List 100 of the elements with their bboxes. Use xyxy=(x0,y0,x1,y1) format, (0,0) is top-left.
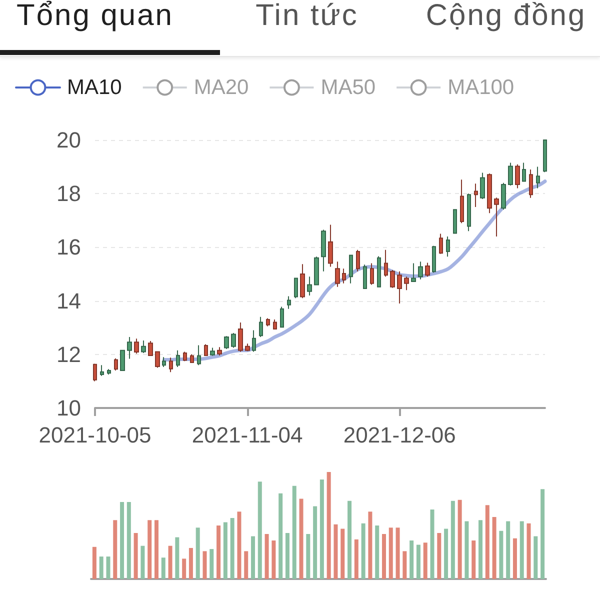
bar xyxy=(499,530,504,579)
candlestick xyxy=(120,350,125,371)
candlestick xyxy=(480,172,485,200)
candlestick xyxy=(425,262,430,278)
candlestick xyxy=(183,351,187,362)
candlestick xyxy=(155,351,160,368)
candlestick xyxy=(508,162,513,186)
candlestick xyxy=(294,278,298,299)
bar xyxy=(416,544,420,579)
candlestick xyxy=(335,261,340,288)
bar xyxy=(237,512,242,579)
candlestick xyxy=(245,343,250,352)
candlestick xyxy=(432,245,436,274)
bar xyxy=(354,539,358,579)
bar xyxy=(361,523,366,579)
bar xyxy=(450,500,455,579)
y-tick-label: 16 xyxy=(56,234,81,260)
bar xyxy=(368,512,372,579)
bar xyxy=(534,536,538,579)
candlestick xyxy=(197,344,201,366)
candlestick xyxy=(266,318,270,327)
candlestick xyxy=(439,233,443,254)
bar xyxy=(478,520,483,579)
bar xyxy=(99,556,104,579)
bar xyxy=(306,534,310,579)
bar xyxy=(196,528,200,579)
bar xyxy=(154,520,158,579)
bar xyxy=(126,502,131,579)
bar xyxy=(485,505,490,579)
candlestick xyxy=(543,140,547,173)
candlestick xyxy=(176,350,180,368)
bar xyxy=(278,493,283,579)
candlestick xyxy=(411,262,416,283)
candlestick xyxy=(107,368,111,375)
bar xyxy=(430,509,434,579)
bar xyxy=(113,520,118,579)
bar xyxy=(182,558,186,579)
candlestick xyxy=(280,306,284,328)
text: Tổng quan xyxy=(16,0,174,34)
bar xyxy=(348,500,352,579)
candlestick xyxy=(377,256,381,288)
bar xyxy=(375,526,380,579)
bar xyxy=(334,524,338,579)
candlestick xyxy=(349,254,353,284)
y-tick-label: 20 xyxy=(56,128,81,152)
bar xyxy=(175,537,180,579)
candlestick xyxy=(148,340,153,356)
legend-label: MA20 xyxy=(194,76,249,99)
legend-label: MA50 xyxy=(320,76,376,99)
bar xyxy=(106,556,110,579)
candlestick xyxy=(114,358,118,371)
candlestick xyxy=(363,264,367,290)
bar xyxy=(492,516,496,579)
candlestick xyxy=(390,269,395,288)
bar xyxy=(506,521,510,579)
bar xyxy=(292,486,296,579)
text: Tin tức xyxy=(254,0,360,34)
bar xyxy=(464,521,469,579)
candlestick xyxy=(100,364,104,376)
x-tick-label: 2021-11-04 xyxy=(192,422,303,448)
bar xyxy=(520,521,524,579)
bar xyxy=(202,551,207,579)
candlestick xyxy=(190,354,194,364)
bar xyxy=(148,520,152,579)
bar xyxy=(526,523,531,579)
candlestick xyxy=(536,166,540,189)
bar xyxy=(120,502,124,579)
candlestick xyxy=(418,261,423,280)
bar xyxy=(230,518,234,579)
bar xyxy=(299,498,304,579)
candlestick xyxy=(169,357,173,373)
candlestick xyxy=(474,183,478,208)
candlestick xyxy=(328,224,333,268)
candlestick xyxy=(231,332,236,348)
candlestick xyxy=(300,264,305,299)
bar xyxy=(458,500,462,579)
bar xyxy=(210,549,214,579)
bar xyxy=(244,551,248,579)
bar xyxy=(540,489,545,579)
bar xyxy=(251,536,256,579)
candlestick xyxy=(259,316,263,338)
candlestick xyxy=(217,346,222,356)
candlestick xyxy=(307,276,312,296)
bar xyxy=(140,546,145,579)
y-tick-label: 14 xyxy=(56,288,81,314)
candlestick xyxy=(127,336,132,360)
candlestick xyxy=(501,182,506,210)
candlestick xyxy=(370,262,374,286)
y-tick-label: 10 xyxy=(56,396,81,420)
bar xyxy=(423,542,428,579)
bar xyxy=(188,548,193,579)
bar xyxy=(410,540,414,579)
candlestick xyxy=(224,336,229,350)
candlestick xyxy=(287,296,291,310)
candlestick xyxy=(487,173,492,214)
bar xyxy=(92,546,96,579)
legend-label: MA100 xyxy=(448,76,514,99)
candlestick xyxy=(93,363,97,382)
legend-label: MA10 xyxy=(67,76,122,99)
bar xyxy=(161,558,166,579)
